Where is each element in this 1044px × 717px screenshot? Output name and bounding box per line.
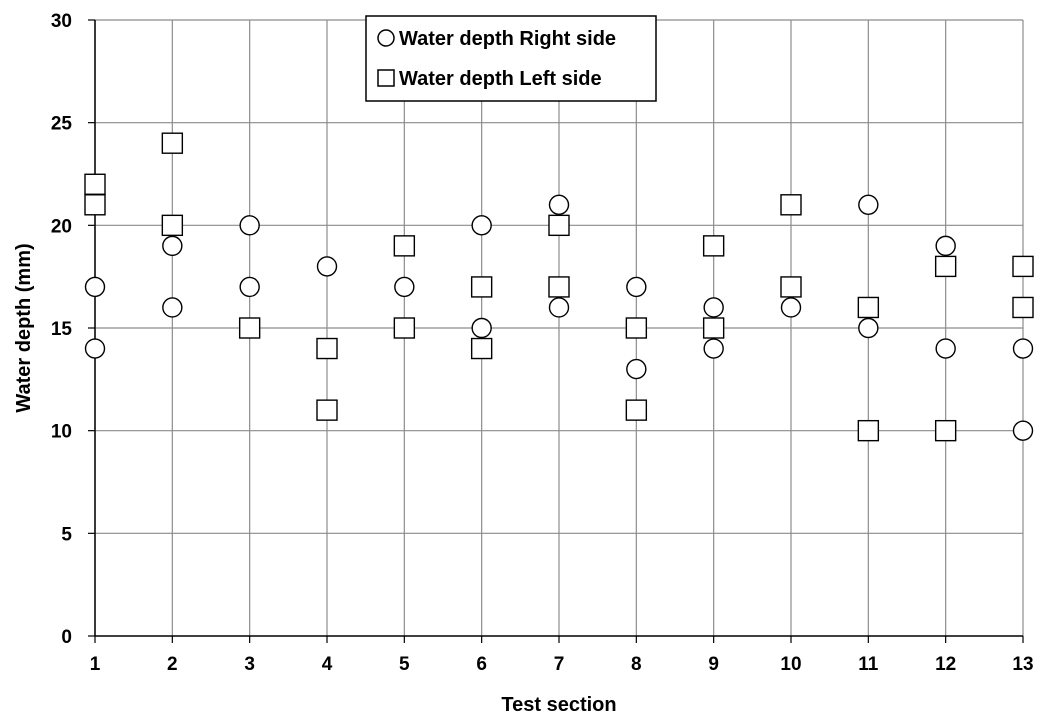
point-left-side [470,276,493,298]
point-right-side [626,276,647,298]
legend-square-marker [377,69,395,87]
x-tick-label: 12 [935,654,956,675]
x-tick-label: 11 [858,654,879,675]
x-tick-label: 4 [322,654,333,675]
point-right-side [239,276,260,298]
point-left-side [1012,255,1034,278]
point-right-side [394,276,415,298]
point-left-side [84,173,106,195]
point-right-side [858,194,879,216]
point-left-side [316,337,338,360]
point-left-side [393,235,416,257]
x-tick-labels: 1 2 3 4 5 6 7 8 9 10 11 12 13 [90,654,1034,675]
point-left-side [393,317,416,339]
point-right-side [548,297,570,318]
point-right-side [935,338,956,359]
point-right-side [162,297,183,318]
point-right-side [703,297,724,318]
point-right-side [471,317,492,339]
point-left-side [934,419,957,442]
point-right-side [239,215,260,236]
point-right-side [1012,420,1034,441]
point-right-side [1012,338,1034,359]
point-right-side [626,358,647,380]
y-tick-labels: 0 5 10 15 20 25 30 [51,11,73,648]
y-tick-label: 30 [51,11,72,32]
point-left-side [1012,296,1034,319]
y-tick-label: 15 [51,319,73,340]
y-tick-label: 5 [61,524,72,545]
point-left-side [84,194,106,216]
y-tick-label: 20 [51,216,72,237]
x-tick-label: 6 [476,654,487,675]
grid-lines [94,19,1024,636]
point-right-side [162,235,183,257]
point-left-side [702,317,725,339]
point-left-side [702,235,725,257]
x-tick-label: 8 [631,654,642,675]
legend-circle-marker [377,29,395,47]
x-tick-label: 13 [1012,654,1033,675]
point-left-side [548,214,570,237]
x-tick-label: 7 [554,654,565,675]
y-axis-title: Water depth (mm) [13,243,35,412]
axes [88,19,1024,643]
point-right-side [858,317,879,339]
point-left-side [625,317,648,339]
legend-box [365,15,657,102]
legend: Water depth Right side Water depth Left … [365,15,657,102]
x-axis-title: Test section [501,694,616,716]
point-left-side [934,255,957,278]
x-tick-label: 2 [167,654,178,675]
point-left-side [780,276,802,298]
point-right-side [84,338,106,359]
point-left-side [548,276,570,298]
point-right-side [703,338,724,359]
point-left-side [857,419,880,442]
y-tick-label: 10 [51,422,72,443]
point-left-side [316,399,338,421]
x-tick-label: 10 [780,654,801,675]
data-points [84,132,1034,442]
point-left-side [470,337,493,360]
point-right-side [84,276,106,298]
point-left-side [857,296,880,319]
point-left-side [238,317,261,339]
legend-label-left: Water depth Left side [399,68,602,90]
point-right-side [316,256,338,277]
x-tick-label: 5 [399,654,410,675]
point-left-side [161,132,184,154]
point-right-side [780,297,802,318]
legend-label-right: Water depth Right side [399,28,616,50]
point-left-side [625,399,648,421]
x-tick-label: 3 [244,654,255,675]
y-tick-label: 25 [51,114,73,135]
point-left-side [780,194,802,216]
point-right-side [548,194,570,216]
x-tick-label: 1 [90,654,101,675]
y-tick-label: 0 [61,627,72,648]
x-tick-label: 9 [708,654,719,675]
point-right-side [471,215,492,236]
point-right-side [935,235,956,257]
point-left-side [161,214,184,237]
